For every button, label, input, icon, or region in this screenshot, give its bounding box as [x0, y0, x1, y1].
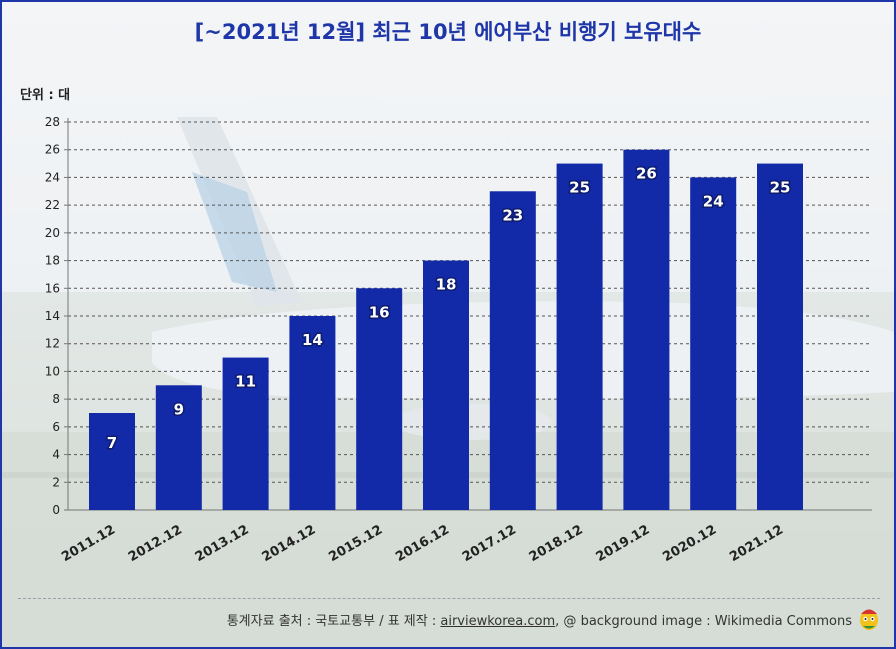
y-tick-label: 6 — [52, 420, 60, 434]
x-tick-label: 2021.12 — [727, 522, 786, 565]
bar — [423, 260, 469, 510]
x-tick-label: 2012.12 — [126, 522, 185, 565]
y-tick-label: 14 — [45, 309, 60, 323]
bar — [289, 316, 336, 510]
footer-divider — [18, 598, 880, 599]
y-tick-label: 8 — [52, 392, 60, 406]
bar — [690, 177, 737, 510]
data-label: 25 — [569, 179, 590, 197]
y-tick-label: 18 — [45, 254, 60, 268]
x-tick-label: 2016.12 — [393, 522, 452, 565]
data-label: 25 — [770, 179, 791, 197]
x-tick-label: 2019.12 — [594, 522, 653, 565]
data-label: 18 — [436, 276, 457, 294]
data-label: 24 — [703, 192, 724, 210]
y-tick-label: 0 — [52, 503, 60, 517]
y-tick-label: 24 — [45, 170, 60, 184]
y-tick-label: 12 — [45, 337, 60, 351]
data-label: 16 — [369, 303, 390, 321]
data-label: 23 — [502, 206, 523, 224]
y-tick-label: 2 — [52, 475, 60, 489]
bar — [556, 163, 603, 511]
site-link[interactable]: airviewkorea.com — [440, 614, 556, 629]
y-tick-label: 4 — [52, 448, 60, 462]
x-tick-label: 2014.12 — [260, 522, 319, 565]
bar — [623, 149, 670, 510]
unit-label: 단위 : 대 — [20, 88, 71, 103]
y-tick-label: 26 — [45, 143, 60, 157]
bar — [89, 413, 135, 510]
y-tick-label: 22 — [45, 198, 60, 212]
bar — [489, 191, 536, 511]
source-credit: 통계자료 출처 : 국토교통부 / 표 제작 : airviewkorea.co… — [227, 610, 852, 629]
chart-title: [~2021년 12월] 최근 10년 에어부산 비행기 보유대수 — [194, 20, 702, 44]
data-label: 14 — [302, 331, 323, 349]
x-tick-label: 2017.12 — [460, 522, 519, 565]
x-tick-label: 2015.12 — [326, 522, 385, 565]
bar — [757, 163, 803, 511]
y-tick-label: 28 — [45, 115, 60, 129]
bar — [222, 357, 269, 510]
y-tick-label: 16 — [45, 281, 60, 295]
x-tick-label: 2011.12 — [59, 522, 118, 565]
x-tick-label: 2013.12 — [193, 522, 252, 565]
data-label: 11 — [235, 373, 256, 391]
data-label: 9 — [174, 400, 184, 418]
mascot-logo-icon — [860, 609, 878, 630]
bar — [356, 288, 403, 510]
data-label: 7 — [107, 434, 117, 452]
y-tick-label: 20 — [45, 226, 60, 240]
source-prefix: 통계자료 출처 : 국토교통부 / 표 제작 : — [226, 614, 441, 629]
x-tick-label: 2020.12 — [660, 522, 719, 565]
x-tick-label: 2018.12 — [527, 522, 586, 565]
bar — [155, 385, 202, 510]
y-tick-label: 10 — [45, 364, 60, 378]
data-label: 26 — [636, 165, 657, 183]
source-suffix: , @ background image : Wikimedia Commons — [555, 614, 852, 629]
